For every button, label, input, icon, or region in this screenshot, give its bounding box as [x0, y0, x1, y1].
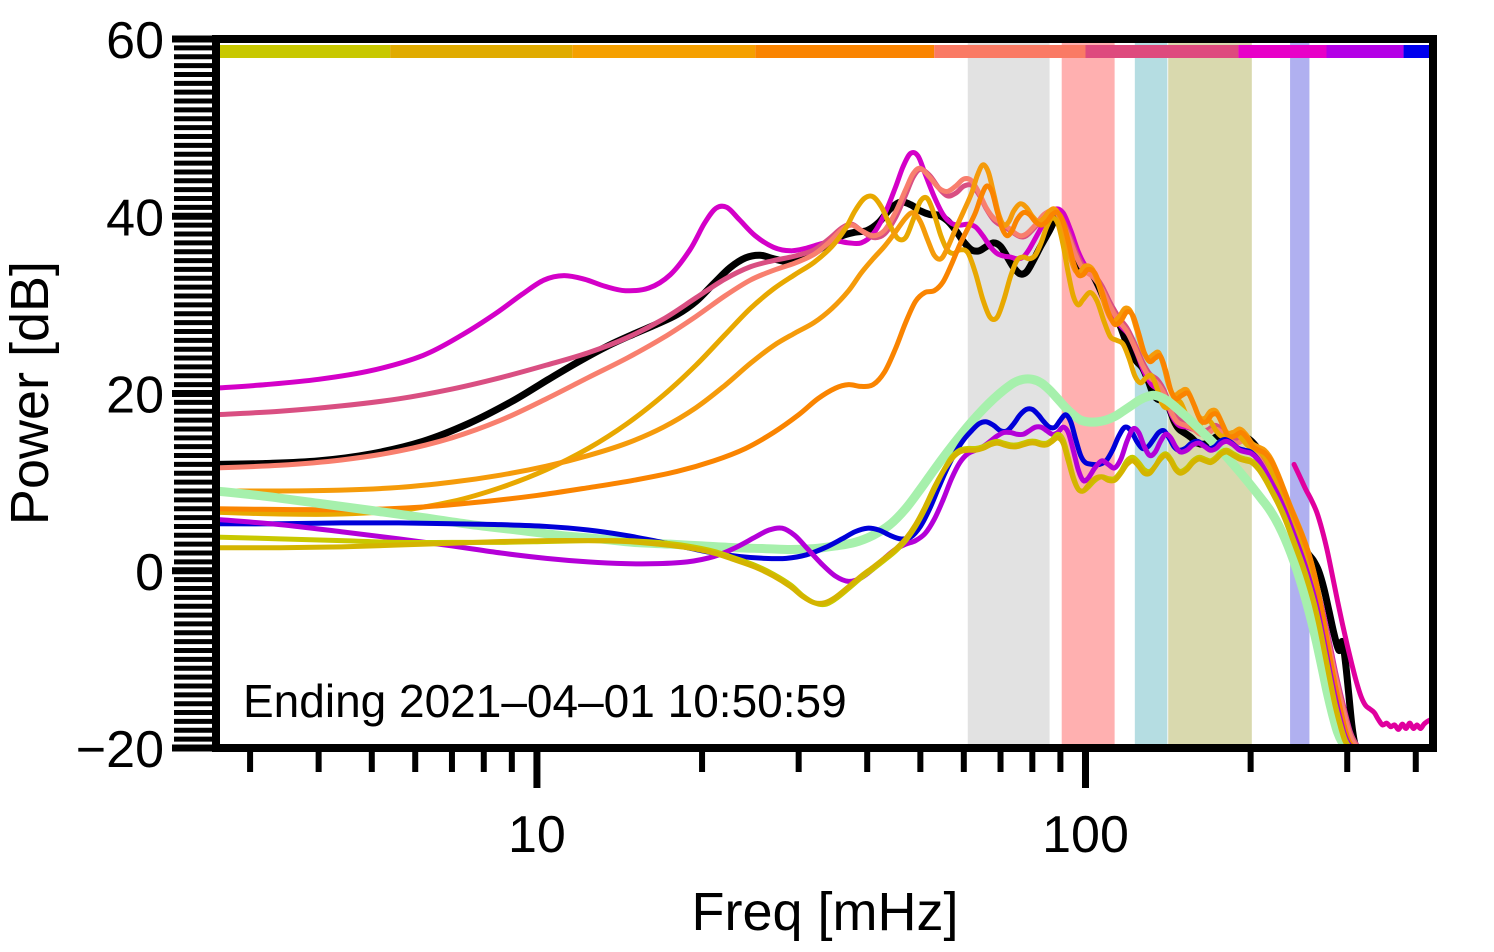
- band-purple: [1290, 39, 1310, 748]
- shaded-bands-layer: [967, 39, 1310, 748]
- x-tick-label: 10: [508, 806, 566, 864]
- colorbar-seg-3: [572, 45, 756, 58]
- frequency-colorbar: [216, 45, 1433, 58]
- colorbar-seg-9: [1403, 45, 1433, 58]
- y-tick-label: 20: [106, 367, 164, 425]
- band-grey: [967, 39, 1050, 748]
- axis-tick-labels-layer: 10 100 60 40 20 0 −20: [76, 12, 1129, 864]
- curve-high-band-deep-orange: [216, 183, 1357, 748]
- y-tick-label: 0: [135, 544, 164, 602]
- spectrum-curves-layer: [216, 149, 1433, 748]
- y-axis-label: Power [dB]: [0, 261, 60, 525]
- x-tick-label: 100: [1042, 806, 1129, 864]
- band-pink: [1061, 39, 1115, 748]
- curve-low-band-violet: [216, 424, 1357, 748]
- colorbar-seg-1: [216, 45, 391, 58]
- curve-low-band-dark-yellow: [216, 435, 1353, 748]
- colorbar-seg-2: [390, 45, 573, 58]
- axis-ticks-layer: [172, 35, 1419, 788]
- axes-frame: [212, 35, 1437, 752]
- colorbar-seg-6: [1085, 45, 1239, 58]
- x-axis-label: Freq [mHz]: [691, 882, 958, 942]
- colorbar-seg-5: [934, 45, 1086, 58]
- y-tick-label: 40: [106, 189, 164, 247]
- colorbar-seg-4: [755, 45, 935, 58]
- curve-low-band-mint: [216, 374, 1352, 748]
- curve-noise-floor-magenta: [1291, 461, 1433, 732]
- colorbar-seg-8: [1326, 45, 1404, 58]
- colorbar-seg-7: [1238, 45, 1327, 58]
- plot-frame: [212, 35, 1437, 752]
- curve-high-band-amber: [216, 193, 1358, 748]
- ending-timestamp-annotation: Ending 2021–04–01 10:50:59: [243, 675, 847, 727]
- y-tick-label: −20: [76, 721, 164, 779]
- y-tick-label: 60: [106, 12, 164, 70]
